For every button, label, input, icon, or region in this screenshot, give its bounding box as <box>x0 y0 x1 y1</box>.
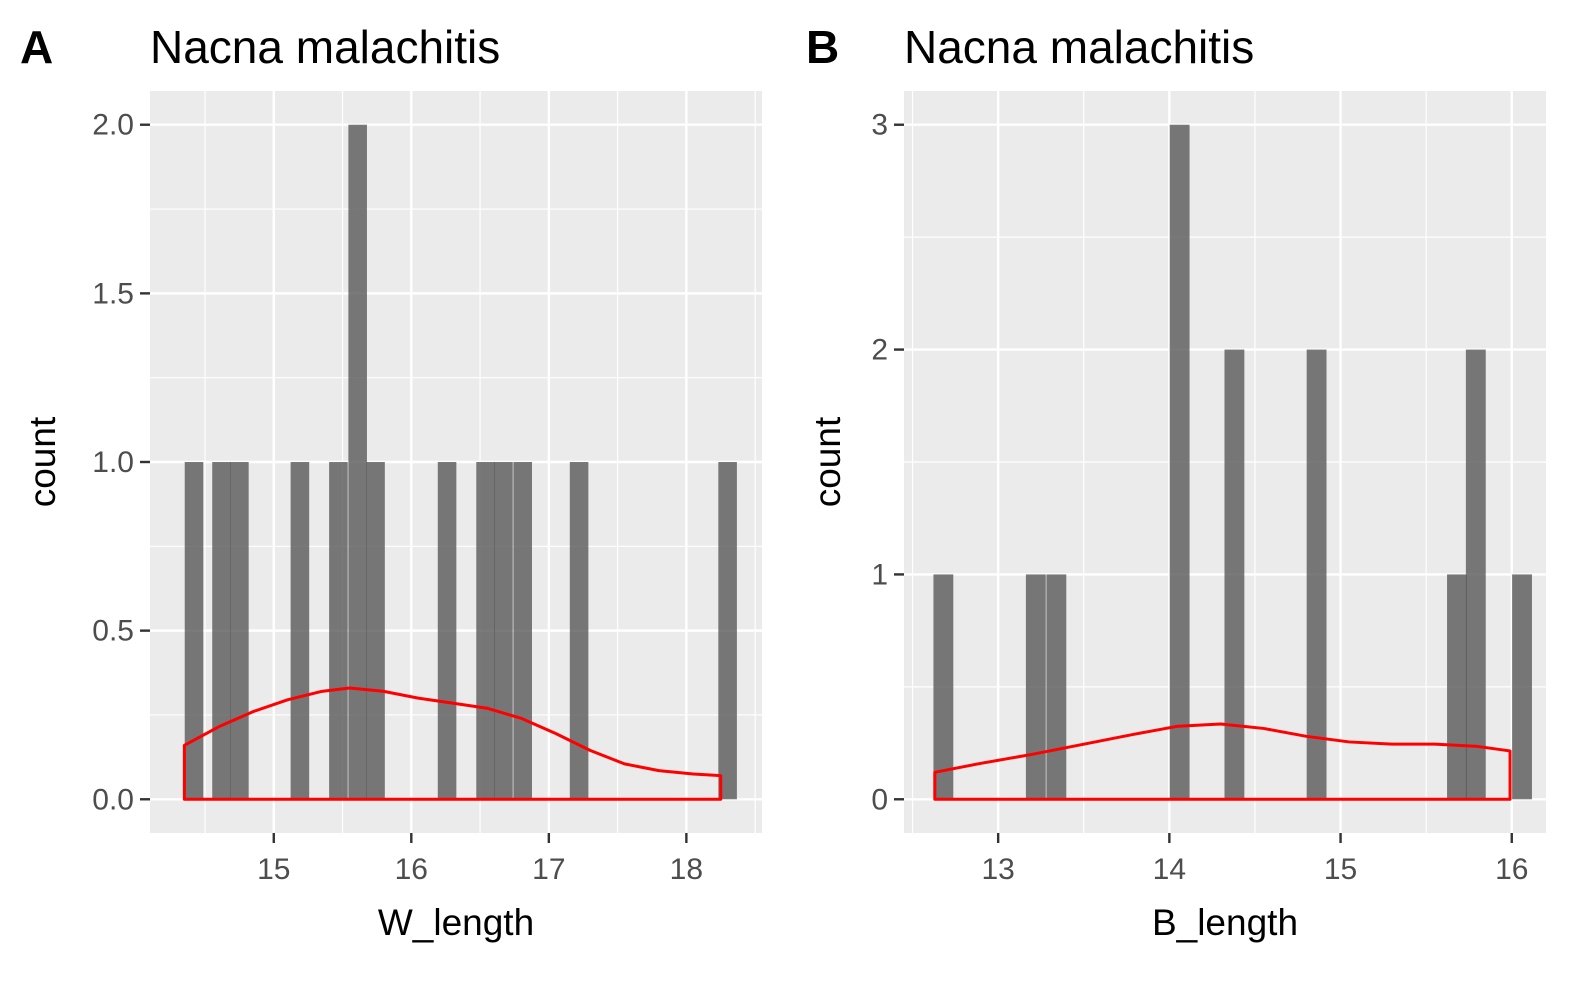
panel-letter: A <box>20 21 53 73</box>
histogram-bar-3 <box>1046 574 1067 800</box>
x-tick-label: 13 <box>981 853 1014 886</box>
y-tick-label: 0.5 <box>92 615 134 648</box>
y-tick-label: 2.0 <box>92 109 134 142</box>
histogram-bar-6 <box>348 124 367 800</box>
histogram-bar-4 <box>290 462 310 800</box>
histogram-bar-2 <box>1025 574 1046 800</box>
x-axis-title: W_length <box>378 902 534 943</box>
chart-title: Nacna malachitis <box>904 21 1254 73</box>
histogram-bar-9 <box>476 462 495 800</box>
y-axis-title: count <box>807 416 848 507</box>
y-tick-label: 3 <box>871 109 888 142</box>
histogram-bar-9 <box>1512 574 1532 800</box>
histogram-bar-13 <box>718 462 737 800</box>
y-tick-label: 2 <box>871 334 888 367</box>
x-tick-label: 15 <box>1324 853 1357 886</box>
density-curve <box>182 686 723 801</box>
y-tick-label: 1.5 <box>92 277 134 310</box>
x-tick-label: 17 <box>532 853 565 886</box>
x-tick-label: 14 <box>1153 853 1186 886</box>
histogram-bar-6 <box>1306 349 1327 800</box>
histogram-bar-7 <box>366 462 385 800</box>
y-tick-label: 1 <box>871 558 888 591</box>
histogram-bar-10 <box>494 462 513 800</box>
density-curve <box>933 722 1512 801</box>
histogram-bar-5 <box>1224 349 1245 800</box>
x-tick-label: 16 <box>1495 853 1528 886</box>
chart-title: Nacna malachitis <box>150 21 500 73</box>
y-tick-label: 0.0 <box>92 783 134 816</box>
y-axis-title: count <box>22 416 63 507</box>
histogram-bar-3 <box>230 462 249 800</box>
panel-b: 0 1 2 3 13 14 15 16 B Nacna malachitis B_length cou… <box>806 21 1546 943</box>
histogram-bar-12 <box>569 462 589 800</box>
x-tick-label: 18 <box>670 853 703 886</box>
panel-letter: B <box>806 21 839 73</box>
histogram-bar-1 <box>184 462 204 800</box>
histogram-bar-2 <box>212 462 231 800</box>
x-tick-label: 15 <box>257 853 290 886</box>
histogram-bar-8 <box>1465 349 1486 800</box>
histogram-bar-1 <box>933 574 954 800</box>
histogram-bar-4 <box>1169 124 1190 800</box>
histogram-bar-8 <box>437 462 457 800</box>
panel-a: 0.0 0.5 1.0 1.5 2.0 15 16 17 18 A Nacna malachitis… <box>20 21 762 943</box>
histogram-bar-11 <box>513 462 532 800</box>
x-tick-label: 16 <box>395 853 428 886</box>
x-axis-title: B_length <box>1152 902 1298 943</box>
histogram-bar-7 <box>1447 574 1467 800</box>
y-tick-label: 0 <box>871 783 888 816</box>
y-tick-label: 1.0 <box>92 446 134 479</box>
histogram-bar-5 <box>329 462 348 800</box>
